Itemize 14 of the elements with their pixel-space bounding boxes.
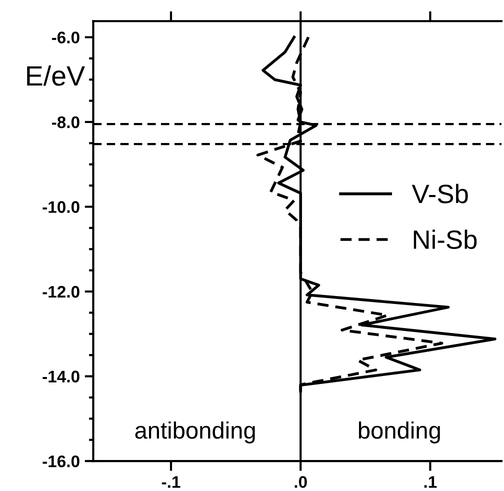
legend-label: Ni-Sb	[414, 230, 477, 250]
legend-label: V-Sb	[412, 184, 468, 204]
y-tick-label: -8.0	[52, 116, 80, 128]
annotation: bonding	[358, 421, 440, 444]
y-tick-label: -12.0	[42, 286, 80, 298]
annotation: antibonding	[135, 421, 255, 444]
y-tick-label: -16.0	[42, 455, 80, 468]
y-tick-label: -6.0	[52, 32, 80, 44]
x-tick-label: -.1	[162, 476, 180, 488]
x-tick-label: .1	[424, 476, 437, 488]
x-tick-label: .0	[294, 476, 307, 488]
y-tick-label: -10.0	[42, 201, 80, 213]
y-axis-title: E/eV	[27, 65, 85, 86]
y-tick-label: -14.0	[42, 370, 80, 382]
